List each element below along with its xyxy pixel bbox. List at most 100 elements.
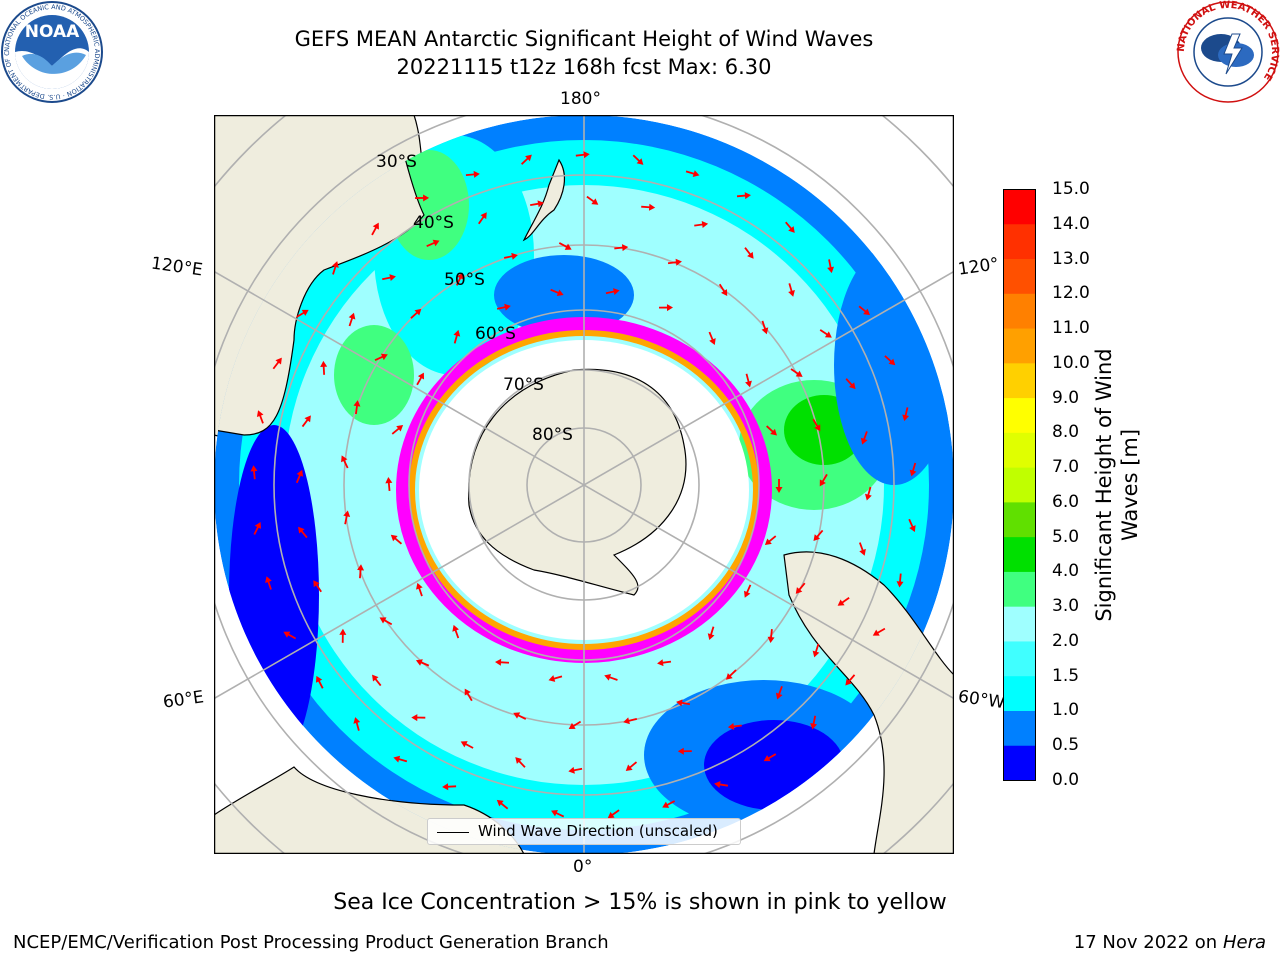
wave-direction-arrow <box>872 627 886 636</box>
wave-direction-arrow <box>343 510 351 525</box>
lat-label-70s: 70°S <box>503 375 544 395</box>
wave-direction-arrow <box>763 753 777 762</box>
wave-direction-arrow <box>332 261 339 275</box>
wave-direction-arrow <box>575 151 590 159</box>
wave-direction-arrow <box>694 221 709 228</box>
wave-direction-arrow <box>558 242 572 250</box>
wave-direction-arrow <box>453 329 461 344</box>
colorbar-tick-label: 11.0 <box>1052 318 1090 339</box>
colorbar-band <box>1003 745 1036 781</box>
colorbar-tick-label: 0.0 <box>1052 770 1080 790</box>
wave-direction-arrow <box>426 239 440 248</box>
sea-ice-caption: Sea Ice Concentration > 15% is shown in … <box>333 890 947 915</box>
lat-label-80s: 80°S <box>532 425 573 445</box>
colorbar-band <box>1003 189 1036 225</box>
colorbar-tick-label: 9.0 <box>1052 387 1080 408</box>
wave-direction-arrow <box>708 331 716 345</box>
wave-direction-arrow <box>256 410 264 424</box>
wave-direction-arrow <box>858 305 871 316</box>
colorbar-tick-label: 1.5 <box>1052 665 1080 686</box>
wave-direction-arrow <box>707 626 715 641</box>
wave-direction-arrow <box>685 170 700 178</box>
wave-direction-arrow <box>416 582 423 597</box>
wave-direction-arrow <box>812 418 821 432</box>
wave-direction-arrow <box>416 372 425 386</box>
colorbar-tick-label: 0.5 <box>1052 735 1080 756</box>
colorbar-tick-label: 5.0 <box>1052 526 1080 547</box>
wave-direction-arrow <box>785 221 795 233</box>
wave-direction-arrow <box>478 212 487 225</box>
wave-direction-arrow <box>727 722 742 730</box>
wave-direction-arrow <box>858 542 866 556</box>
wave-direction-arrow <box>902 407 910 422</box>
colorbar-tick-label: 15.0 <box>1052 179 1090 199</box>
wave-direction-arrow <box>658 304 673 312</box>
wave-direction-arrow <box>667 258 682 266</box>
wave-direction-arrow <box>623 717 638 725</box>
wave-direction-arrow <box>812 643 820 658</box>
wave-direction-arrow <box>743 584 752 598</box>
wave-direction-arrow <box>464 688 473 702</box>
graticule <box>214 115 954 854</box>
colorbar-band <box>1003 675 1036 711</box>
lon-label-60w: 60°W <box>956 686 1007 714</box>
wave-direction-arrow <box>744 247 754 259</box>
wave-direction-arrow <box>313 580 322 593</box>
wave-direction-arrow <box>415 194 430 202</box>
lat-label-30s: 30°S <box>376 152 417 172</box>
wave-direction-arrow <box>614 244 629 252</box>
wave-direction-arrow <box>382 274 396 282</box>
wave-direction-arrow <box>845 378 856 390</box>
wave-direction-arrow <box>530 200 544 208</box>
colorbar-band <box>1003 328 1036 364</box>
wave-direction-arrow <box>662 800 676 808</box>
noaa-wordmark: NOAA <box>25 22 80 42</box>
wave-direction-arrow <box>788 283 795 297</box>
wave-direction-arrow <box>568 766 583 774</box>
legend-label: Wind Wave Direction (unscaled) <box>478 822 718 840</box>
wave-direction-arrow <box>496 303 511 311</box>
wave-direction-arrow <box>272 357 282 370</box>
colorbar-tick-label: 13.0 <box>1052 248 1090 269</box>
wave-direction-arrow <box>515 757 526 768</box>
wave-direction-arrow <box>625 761 638 772</box>
colorbar-band <box>1003 432 1036 468</box>
wave-direction-arrow <box>353 400 361 415</box>
wave-direction-arrow <box>374 353 388 361</box>
chart-title: GEFS MEAN Antarctic Significant Height o… <box>294 27 874 51</box>
wave-direction-arrow <box>295 469 304 484</box>
wave-direction-arrow <box>253 521 262 535</box>
colorbar-tick-label: 14.0 <box>1052 213 1090 234</box>
colorbar-band <box>1003 293 1036 329</box>
lat-label-40s: 40°S <box>413 213 454 233</box>
wave-direction-arrow <box>790 368 803 377</box>
colorbar-tick-label: 8.0 <box>1052 422 1080 443</box>
lon-label-120e: 120°E <box>149 253 204 281</box>
legend-line-swatch <box>437 832 469 833</box>
nws-logo: NATIONAL WEATHER SERVICE <box>1176 0 1280 103</box>
wave-direction-arrow <box>456 272 464 286</box>
wave-direction-arrow <box>339 628 347 643</box>
wave-direction-arrow <box>884 355 896 366</box>
wave-direction-arrow <box>676 699 691 707</box>
wind-wave-arrows <box>250 151 917 819</box>
wave-direction-arrow <box>761 320 769 335</box>
colorbar <box>1003 189 1036 781</box>
wave-direction-arrow <box>548 675 563 682</box>
colorbar-tick-label: 12.0 <box>1052 283 1090 304</box>
wave-direction-arrow <box>845 674 856 686</box>
wave-direction-arrow <box>390 534 403 545</box>
wave-direction-arrow <box>896 573 904 588</box>
colorbar-band <box>1003 501 1036 538</box>
wave-direction-arrow <box>250 465 258 480</box>
wave-direction-arrow <box>550 288 564 296</box>
colorbar-band <box>1003 223 1036 260</box>
wave-direction-arrow <box>795 582 806 594</box>
colorbar-band <box>1003 710 1036 746</box>
wave-direction-arrow <box>813 529 824 542</box>
wave-direction-arrow <box>632 154 644 165</box>
footer-date: 17 Nov 2022 on Hera <box>1073 932 1266 953</box>
wave-direction-arrow <box>604 674 618 681</box>
wave-direction-arrow <box>860 431 868 445</box>
colorbar-tick-label: 2.0 <box>1052 630 1080 651</box>
